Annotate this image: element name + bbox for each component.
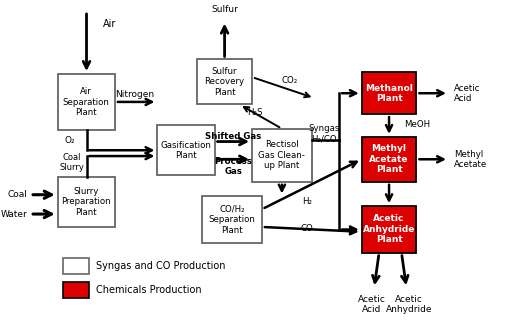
Text: CO: CO	[301, 224, 313, 233]
Bar	[58, 74, 115, 130]
Text: CO/H₂
Separation
Plant: CO/H₂ Separation Plant	[209, 205, 255, 235]
Text: Acetic
Anhydride: Acetic Anhydride	[386, 294, 432, 314]
Text: Coal: Coal	[8, 190, 28, 199]
Text: O₂: O₂	[65, 136, 75, 145]
Bar	[58, 177, 115, 227]
Text: Methyl
Acetate
Plant: Methyl Acetate Plant	[369, 144, 409, 174]
Text: Gasification
Plant: Gasification Plant	[161, 141, 211, 160]
Bar	[63, 257, 89, 274]
Text: H₂S: H₂S	[247, 108, 262, 117]
Text: Syngas and CO Production: Syngas and CO Production	[96, 261, 225, 271]
Text: Nitrogen: Nitrogen	[116, 90, 154, 99]
Text: Methanol
Plant: Methanol Plant	[365, 84, 413, 103]
Text: Air
Separation
Plant: Air Separation Plant	[63, 87, 110, 117]
Text: MeOH: MeOH	[404, 120, 430, 129]
Text: Acetic
Acid: Acetic Acid	[358, 294, 385, 314]
Text: Acetic
Anhydride
Plant: Acetic Anhydride Plant	[363, 214, 415, 244]
Text: CO₂: CO₂	[281, 76, 297, 85]
Bar	[197, 59, 252, 105]
Text: H₂: H₂	[302, 197, 312, 206]
Bar	[252, 129, 312, 182]
Text: Syngas
H₂/CO: Syngas H₂/CO	[308, 124, 340, 143]
Text: Sulfur: Sulfur	[211, 5, 238, 14]
Text: Water: Water	[1, 210, 28, 218]
Bar	[361, 137, 417, 182]
Bar	[157, 125, 215, 176]
Bar	[361, 206, 417, 253]
Bar	[361, 72, 417, 114]
Text: Chemicals Production: Chemicals Production	[96, 285, 201, 295]
Text: Shifted Gas: Shifted Gas	[206, 132, 262, 141]
Text: Process
Gas: Process Gas	[215, 157, 252, 176]
Bar	[202, 196, 262, 243]
Bar	[63, 282, 89, 298]
Text: Methyl
Acetate: Methyl Acetate	[454, 150, 487, 169]
Text: Coal
Slurry: Coal Slurry	[59, 153, 84, 172]
Text: Rectisol
Gas Clean-
up Plant: Rectisol Gas Clean- up Plant	[259, 140, 305, 170]
Text: Air: Air	[102, 19, 116, 29]
Text: Acetic
Acid: Acetic Acid	[454, 84, 480, 103]
Text: Slurry
Preparation
Plant: Slurry Preparation Plant	[61, 187, 111, 217]
Text: Sulfur
Recovery
Plant: Sulfur Recovery Plant	[205, 67, 245, 97]
